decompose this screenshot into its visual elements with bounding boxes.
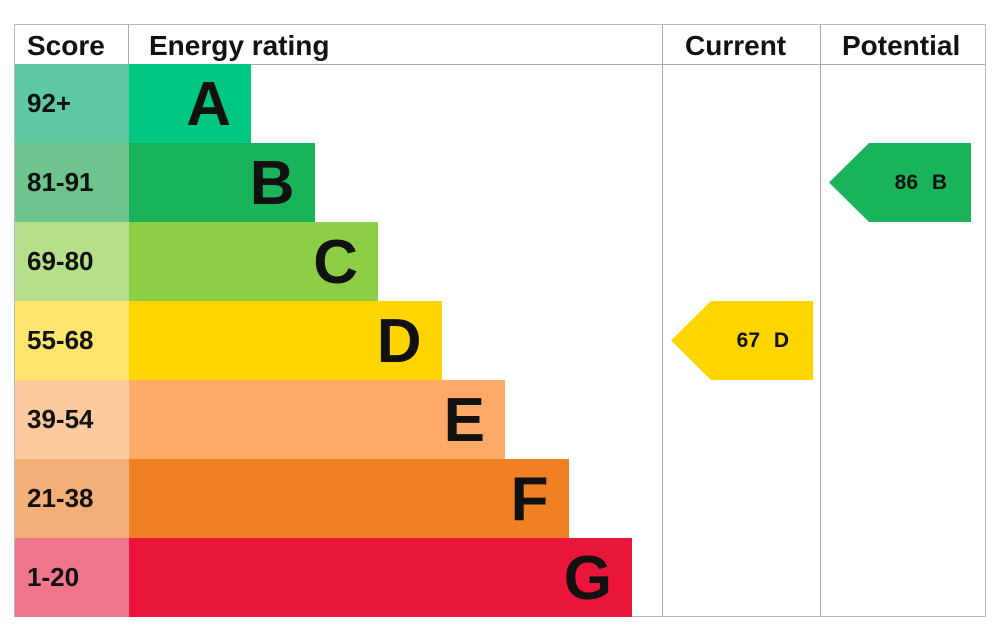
header-current: Current — [685, 30, 787, 61]
band-bar-e: E — [129, 380, 505, 459]
band-bar-f: F — [129, 459, 569, 538]
current-rating-arrow: 67 D — [671, 301, 813, 380]
score-range-e: 39-54 — [15, 380, 129, 459]
band-bar-c: C — [129, 222, 378, 301]
score-range-c: 69-80 — [15, 222, 129, 301]
energy-rating-chart: Score Energy rating Current Potential 92… — [14, 24, 986, 617]
header-potential: Potential — [842, 30, 961, 61]
band-bar-a: A — [129, 64, 251, 143]
band-bar-g: G — [129, 538, 632, 617]
score-range-a: 92+ — [15, 64, 129, 143]
score-range-g: 1-20 — [15, 538, 129, 617]
score-range-b: 81-91 — [15, 143, 129, 222]
header-score: Score — [27, 30, 105, 61]
score-range-d: 55-68 — [15, 301, 129, 380]
band-bar-b: B — [129, 143, 315, 222]
divider — [820, 25, 821, 616]
band-bar-d: D — [129, 301, 442, 380]
potential-rating-arrow: 86 B — [829, 143, 971, 222]
header-divider — [15, 64, 985, 65]
score-range-f: 21-38 — [15, 459, 129, 538]
divider — [662, 25, 663, 616]
header-energy-rating: Energy rating — [149, 30, 330, 61]
